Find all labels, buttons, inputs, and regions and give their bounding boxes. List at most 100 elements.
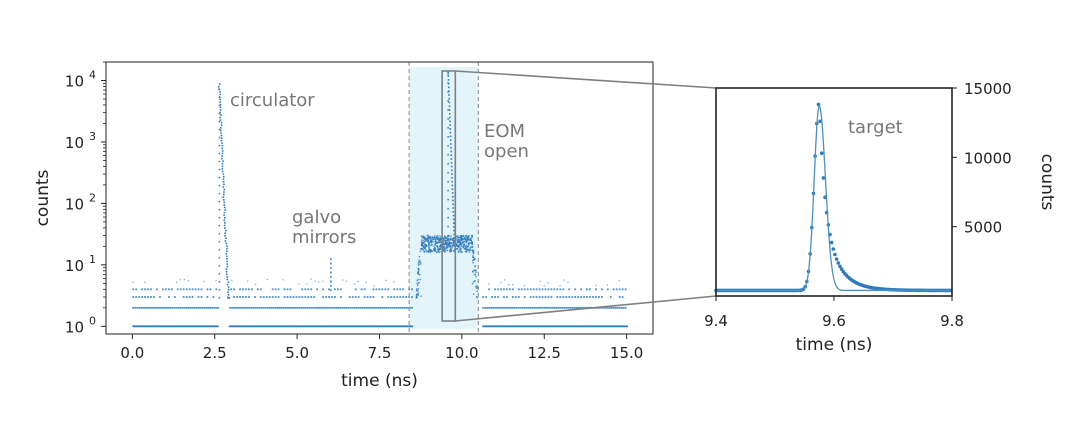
data-point: [366, 325, 369, 328]
data-point: [535, 288, 538, 291]
data-point: [310, 296, 313, 298]
left-y-axis-label: counts: [33, 169, 53, 226]
data-point: [258, 325, 261, 328]
data-point: [242, 325, 244, 328]
data-point: [135, 288, 138, 291]
data-point: [574, 288, 577, 291]
data-point: [154, 325, 157, 328]
data-point: [225, 242, 228, 245]
data-point: [339, 325, 342, 328]
data-point: [201, 306, 204, 309]
data-point: [132, 296, 135, 298]
data-point: [511, 284, 514, 286]
data-point: [162, 325, 164, 328]
data-point: [209, 288, 212, 291]
data-point: [436, 241, 439, 244]
data-point: [379, 325, 382, 328]
data-point: [145, 325, 148, 328]
data-point: [211, 306, 214, 309]
data-point: [566, 325, 569, 328]
data-point: [286, 325, 289, 328]
data-point: [586, 325, 588, 328]
data-point: [463, 236, 465, 238]
data-point: [150, 306, 152, 309]
data-point: [420, 235, 423, 237]
data-point: [371, 306, 374, 309]
data-point: [423, 247, 425, 250]
data-point: [236, 296, 238, 298]
data-point: [267, 325, 270, 328]
data-point: [424, 238, 426, 241]
data-point: [543, 325, 545, 328]
data-point: [248, 325, 250, 328]
data-point: [450, 250, 453, 252]
data-point: [233, 288, 235, 291]
data-point: [449, 239, 452, 241]
data-point: [446, 243, 448, 245]
data-point: [310, 288, 313, 291]
data-point: [318, 306, 321, 309]
data-point: [538, 296, 541, 298]
data-point: [185, 296, 188, 298]
data-point: [330, 280, 332, 283]
data-point: [449, 131, 452, 134]
data-point: [417, 273, 419, 275]
data-point: [460, 236, 463, 239]
data-point: [367, 306, 370, 309]
data-point: [462, 245, 464, 248]
data-point: [572, 325, 575, 328]
data-point: [494, 288, 496, 291]
data-point: [431, 243, 433, 246]
data-point: [440, 241, 442, 244]
data-point: [439, 238, 442, 241]
data-point: [302, 306, 305, 309]
data-point: [618, 296, 621, 298]
data-point: [447, 207, 449, 210]
data-point: [228, 325, 231, 328]
data-point: [140, 306, 143, 309]
data-point: [589, 325, 591, 328]
y-tick-label: 10: [65, 195, 84, 213]
data-point: [426, 240, 428, 242]
data-point: [528, 325, 531, 328]
data-point: [417, 288, 420, 290]
data-point: [821, 176, 826, 180]
data-point: [241, 306, 243, 309]
data-point: [223, 191, 225, 193]
data-point: [472, 293, 475, 296]
data-point: [535, 306, 538, 309]
data-point: [173, 296, 176, 298]
data-point: [459, 247, 461, 250]
data-point: [219, 119, 222, 121]
data-point: [223, 211, 226, 214]
data-point: [336, 306, 338, 309]
data-point: [485, 325, 488, 328]
data-point: [465, 245, 467, 248]
connector-top: [455, 70, 717, 89]
data-point: [497, 325, 499, 328]
data-point: [450, 237, 452, 240]
data-point: [425, 237, 428, 239]
data-point: [532, 325, 535, 328]
data-point: [494, 306, 496, 309]
data-point: [592, 325, 594, 328]
data-point: [191, 288, 194, 291]
data-point: [452, 211, 455, 213]
data-point: [296, 306, 299, 309]
data-point: [531, 306, 534, 309]
data-point: [520, 288, 523, 291]
data-point: [227, 291, 229, 294]
data-point: [453, 237, 456, 239]
data-point: [372, 296, 375, 298]
data-point: [218, 297, 221, 299]
data-point: [162, 306, 164, 309]
data-point: [559, 296, 562, 298]
data-point: [301, 296, 304, 298]
data-point: [438, 251, 440, 253]
data-point: [463, 237, 466, 239]
data-point: [452, 243, 455, 245]
data-point: [310, 278, 312, 280]
data-point: [222, 178, 225, 181]
data-point: [221, 150, 224, 152]
data-point: [449, 120, 451, 123]
